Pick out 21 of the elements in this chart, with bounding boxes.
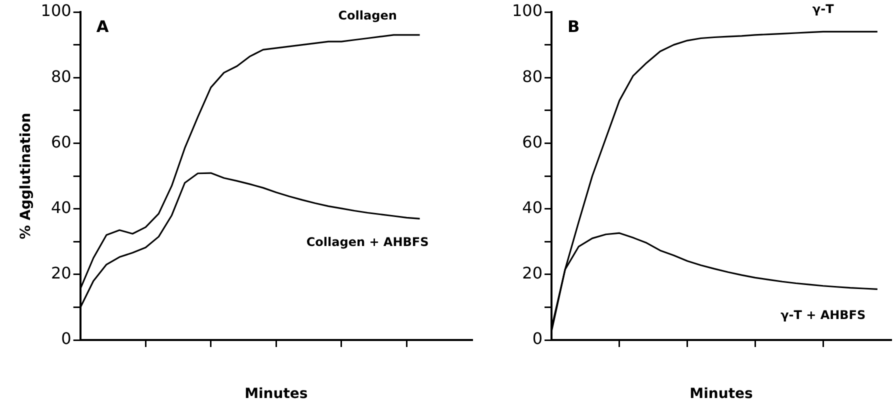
y-tick-label: 80 (522, 66, 543, 86)
y-tick-label: 0 (532, 329, 543, 348)
series-label: Collagen (338, 8, 397, 22)
series-label: γ-T + AHBFS (780, 308, 866, 322)
chart-title: A (96, 17, 110, 36)
y-tick-label: 0 (61, 329, 72, 348)
y-tick-label: 100 (512, 1, 543, 20)
series-label: γ-T (812, 2, 835, 16)
y-tick-label: 40 (50, 198, 72, 217)
y-tick-label: 40 (522, 198, 543, 217)
x-axis-title: Minutes (690, 386, 753, 402)
y-tick-label: 60 (50, 132, 72, 152)
y-tick-label: 20 (522, 264, 543, 283)
y-axis-title: % Agglutination (18, 112, 34, 240)
x-axis-title: Minutes (244, 386, 308, 402)
y-tick-label: 100 (40, 1, 72, 20)
y-tick-label: 20 (50, 264, 72, 283)
chart-title: B (568, 17, 580, 36)
series-label: Collagen + AHBFS (306, 234, 429, 249)
y-tick-label: 80 (50, 66, 72, 86)
y-tick-label: 60 (522, 132, 543, 152)
